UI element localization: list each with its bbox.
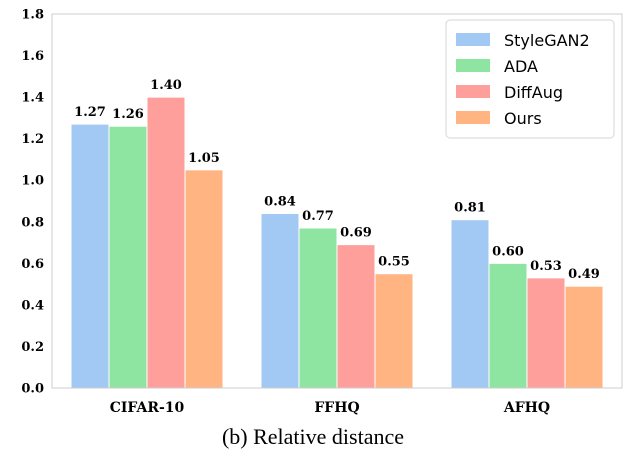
- data-label: 0.77: [302, 209, 334, 224]
- data-label: 0.55: [378, 255, 410, 270]
- y-tick-label: 0.4: [21, 298, 44, 313]
- legend-swatch-stylegan2: [456, 33, 490, 46]
- legend-swatch-ada: [456, 59, 490, 72]
- bar-ours-afhq: [564, 285, 604, 389]
- y-tick-label: 1.4: [21, 91, 44, 106]
- bars-layer: [70, 96, 604, 389]
- bar-diffaug-afhq: [526, 277, 566, 389]
- labels-layer: 1.27 1.26 1.40 1.05 CIFAR-10 0.84 0.77 0.69 0.55…: [74, 78, 600, 416]
- y-tick-label: 1.8: [21, 8, 44, 23]
- bar-diffaug-ffhq: [336, 244, 376, 389]
- legend-label: Ours: [504, 109, 542, 128]
- y-tick-label: 1.2: [21, 132, 44, 147]
- bar-diffaug-cifar-10: [146, 96, 186, 389]
- legend-label: StyleGAN2: [504, 31, 590, 50]
- axes-layer: 0.0 0.2 0.4 0.6 0.8 1.0 1.2 1.4 1.6 1.8: [21, 8, 623, 397]
- bar-ada-cifar-10: [108, 125, 148, 389]
- bar-stylegan2-afhq: [450, 219, 490, 389]
- data-label: 0.81: [454, 201, 486, 216]
- data-label: 0.49: [568, 267, 600, 282]
- data-label: 1.40: [150, 78, 182, 93]
- y-tick-label: 0.2: [21, 340, 44, 355]
- data-label: 0.53: [530, 259, 562, 274]
- bar-ada-afhq: [488, 262, 528, 389]
- data-label: 1.05: [188, 151, 220, 166]
- legend-label: ADA: [504, 57, 538, 76]
- y-tick-label: 0.6: [21, 257, 44, 272]
- data-label: 0.84: [264, 194, 296, 209]
- y-tick-label: 1.0: [21, 174, 44, 189]
- bar-chart: 0.00.20.40.60.81.01.21.41.61.8 1.27 1.261…: [21, 8, 623, 416]
- x-tick-label: FFHQ: [314, 400, 359, 416]
- data-label: 1.27: [74, 105, 106, 120]
- bar-stylegan2-ffhq: [260, 212, 300, 389]
- data-label: 0.60: [492, 244, 524, 259]
- bar-stylegan2-cifar-10: [70, 123, 110, 389]
- bar-ours-ffhq: [374, 273, 414, 389]
- figure-caption: (b) Relative distance: [221, 424, 405, 449]
- x-tick-label: CIFAR-10: [110, 400, 185, 416]
- data-label: 1.26: [112, 107, 144, 122]
- y-tick-label: 1.6: [21, 49, 44, 64]
- bar-ours-cifar-10: [184, 169, 224, 389]
- legend-swatch-ours: [456, 111, 490, 124]
- legend-label: DiffAug: [504, 83, 563, 102]
- plot-frame: [51, 13, 623, 389]
- legend: StyleGAN2 ADA DiffAug Ours: [445, 19, 615, 139]
- legend-box: [445, 19, 615, 139]
- data-label: 0.69: [340, 226, 372, 241]
- legend-swatch-diffaug: [456, 85, 490, 98]
- y-tick-label: 0.8: [21, 215, 44, 230]
- x-tick-label: AFHQ: [503, 400, 550, 416]
- y-tick-label: 0.0: [21, 382, 44, 397]
- bar-ada-ffhq: [298, 227, 338, 389]
